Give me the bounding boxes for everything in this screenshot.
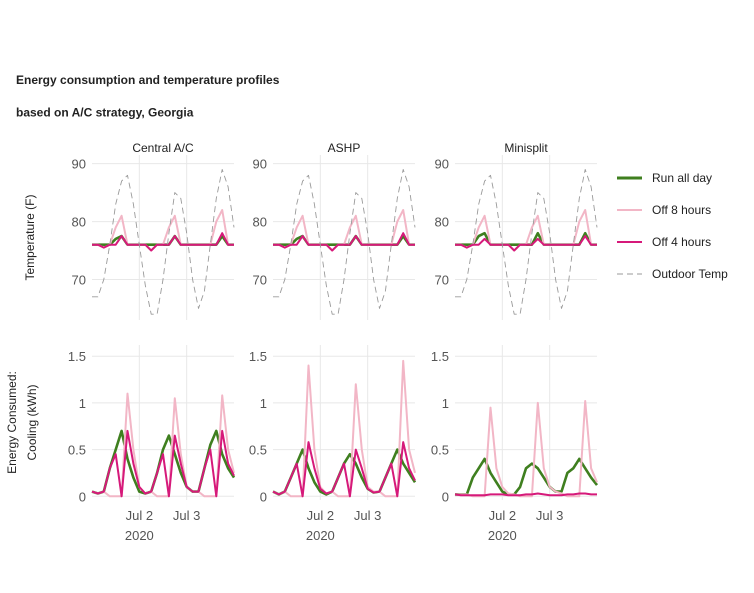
- series-line: [273, 169, 416, 315]
- y-tick-label: 70: [72, 272, 86, 287]
- y-tick-label: 90: [72, 157, 86, 172]
- series-line: [455, 457, 599, 496]
- y-axis-title: Energy Consumed: Cooling (kWh): [5, 371, 39, 474]
- series-line: [272, 441, 416, 498]
- legend-label: Off 4 hours: [652, 235, 711, 249]
- series-line: [272, 359, 416, 498]
- panel-title: ASHP: [328, 141, 361, 155]
- x-tick-label: Jul 3: [536, 508, 563, 523]
- y-tick-label: 1.5: [68, 349, 86, 364]
- series-line: [455, 169, 598, 315]
- series-line: [92, 232, 234, 252]
- y-tick-label: 1: [79, 396, 86, 411]
- legend-label: Run all day: [652, 171, 712, 185]
- series-line: [91, 392, 235, 498]
- y-tick-label: 1: [442, 396, 449, 411]
- y-tick-label: 0: [79, 489, 86, 504]
- y-tick-label: 80: [435, 215, 449, 230]
- panel-title: Central A/C: [132, 141, 194, 155]
- panel-title: Minisplit: [504, 141, 548, 155]
- y-tick-label: 80: [72, 215, 86, 230]
- x-tick-label: Jul 2 2020: [125, 508, 154, 543]
- y-tick-label: 70: [253, 272, 267, 287]
- x-tick-label: Jul 2 2020: [488, 508, 517, 543]
- y-tick-label: 80: [253, 215, 267, 230]
- y-axis-title-group: Temperature (F): [23, 194, 37, 280]
- legend-label: Outdoor Temp: [652, 267, 728, 281]
- y-tick-label: 1.5: [431, 349, 449, 364]
- y-tick-label: 0.5: [249, 443, 267, 458]
- series-line: [91, 429, 236, 495]
- y-tick-label: 1: [260, 396, 267, 411]
- series-line: [455, 235, 597, 252]
- series-line: [91, 429, 235, 498]
- series-line: [454, 492, 597, 497]
- y-tick-label: 0: [442, 489, 449, 504]
- y-tick-label: 70: [435, 272, 449, 287]
- series-line: [455, 400, 598, 498]
- x-tick-label: Jul 3: [173, 508, 200, 523]
- y-tick-label: 0.5: [431, 443, 449, 458]
- legend-label: Off 8 hours: [652, 203, 711, 217]
- y-tick-label: 0.5: [68, 443, 86, 458]
- y-tick-label: 0: [260, 489, 267, 504]
- chart-title: Energy consumption and temperature profi…: [16, 73, 280, 120]
- x-tick-label: Jul 2 2020: [306, 508, 335, 543]
- series-line: [273, 232, 415, 252]
- y-tick-label: 90: [253, 157, 267, 172]
- y-tick-label: 1.5: [249, 349, 267, 364]
- y-axis-title: Temperature (F): [23, 194, 37, 280]
- y-tick-label: 90: [435, 157, 449, 172]
- y-axis-title-group: Energy Consumed: Cooling (kWh): [5, 371, 39, 474]
- x-tick-label: Jul 3: [354, 508, 381, 523]
- series-line: [92, 169, 235, 315]
